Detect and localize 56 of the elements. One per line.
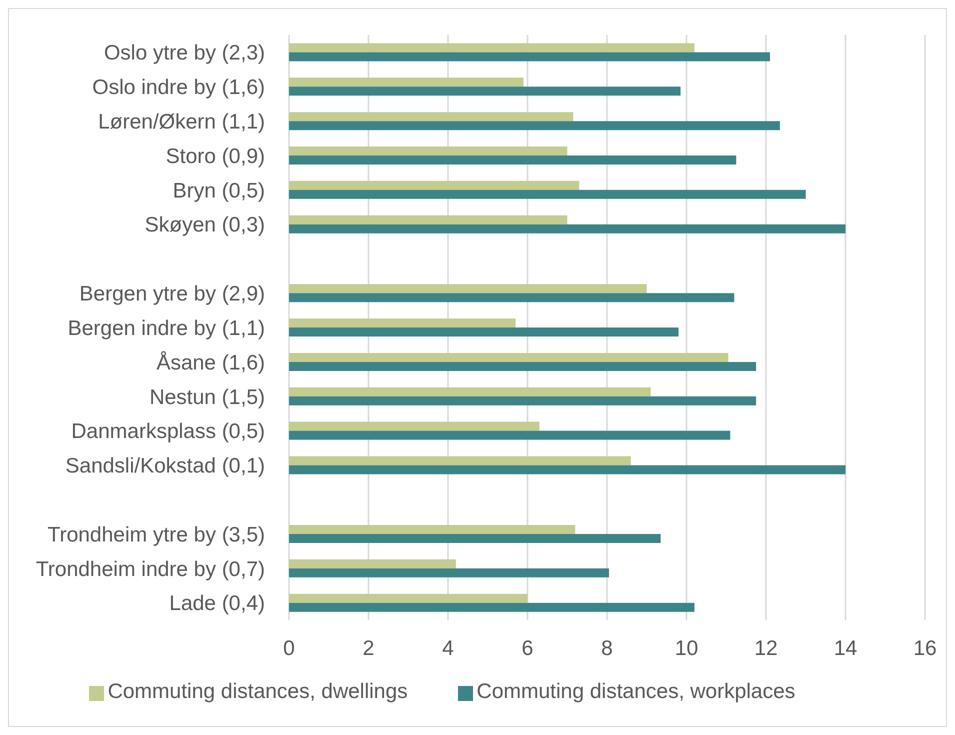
y-tick-label: Skøyen (0,3) (144, 214, 265, 237)
bar (289, 525, 576, 534)
x-tick-label: 10 (674, 636, 698, 660)
y-tick-label: Sandsli/Kokstad (0,1) (65, 454, 265, 478)
y-tick-label: Storo (0,9) (166, 144, 265, 168)
y-tick-label: Åsane (1,6) (156, 350, 265, 374)
bar (289, 112, 574, 122)
bar (289, 284, 647, 294)
x-tick-label: 2 (362, 636, 374, 660)
bar (289, 559, 456, 568)
bar (289, 180, 580, 190)
bar (289, 456, 631, 466)
bar (289, 318, 516, 328)
bar (289, 43, 694, 52)
bar (289, 190, 806, 199)
bar (289, 465, 846, 474)
x-tick-label: 8 (601, 636, 613, 660)
legend-label: Commuting distances, workplaces (476, 680, 796, 703)
y-tick-label: Nestun (1,5) (149, 386, 265, 409)
bar (289, 352, 728, 362)
bar (289, 568, 609, 578)
bar (289, 121, 780, 130)
y-tick-label: Bergen ytre by (2,9) (79, 282, 265, 306)
bar (289, 362, 756, 371)
bar (289, 155, 736, 164)
y-tick-label: Lade (0,4) (169, 592, 265, 616)
y-tick-label: Oslo indre by (1,6) (92, 76, 265, 100)
bar (289, 86, 681, 96)
bar (289, 387, 651, 396)
bar (289, 594, 528, 603)
x-tick-label: 16 (913, 636, 937, 660)
bar (289, 52, 770, 62)
x-tick-label: 6 (522, 636, 534, 660)
x-tick-label: 4 (442, 636, 454, 660)
y-tick-label: Trondheim ytre by (3,5) (48, 523, 265, 546)
bar (289, 215, 568, 224)
bar (289, 328, 679, 337)
y-tick-label: Danmarksplass (0,5) (71, 420, 265, 444)
bar (289, 422, 540, 431)
bar (289, 396, 756, 406)
bar (289, 534, 661, 544)
bar (289, 602, 694, 612)
y-tick-label: Løren/Økern (1,1) (98, 110, 265, 134)
y-tick-label: Bryn (0,5) (172, 179, 265, 202)
y-tick-label: Trondheim indre by (0,7) (36, 558, 265, 581)
bar (289, 293, 734, 302)
bar (289, 78, 524, 87)
bar (289, 430, 730, 440)
legend-label: Commuting distances, dwellings (108, 680, 408, 703)
y-tick-label: Bergen indre by (1,1) (68, 316, 265, 340)
x-tick-label: 14 (834, 636, 858, 660)
x-tick-label: 0 (283, 636, 295, 660)
y-tick-label: Oslo ytre by (2,3) (104, 42, 265, 65)
bar (289, 224, 846, 234)
bar (289, 146, 568, 156)
x-tick-label: 12 (754, 636, 778, 660)
